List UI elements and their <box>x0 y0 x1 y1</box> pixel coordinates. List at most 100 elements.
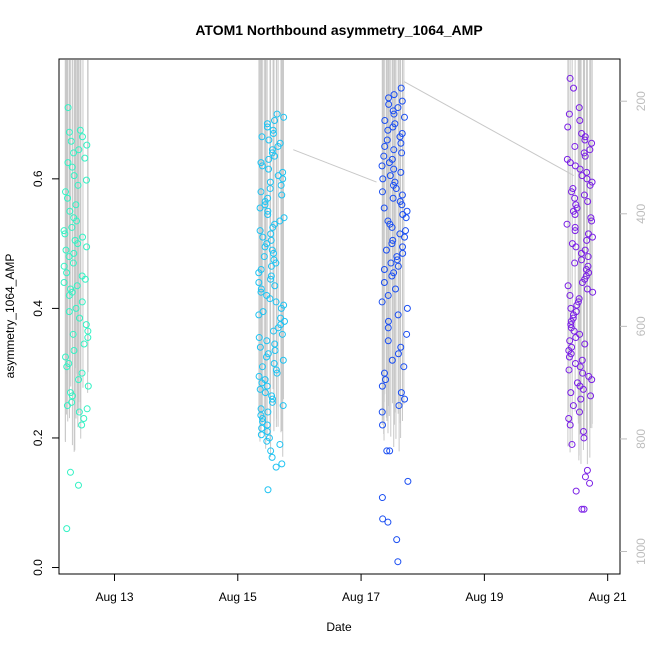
data-point <box>579 427 587 435</box>
right-tick-label: 200 <box>634 91 648 111</box>
data-point <box>256 227 264 235</box>
data-point <box>381 117 389 125</box>
data-point <box>580 505 588 513</box>
data-point <box>265 165 273 173</box>
data-point <box>380 204 388 212</box>
data-point <box>81 154 89 162</box>
data-point <box>60 227 68 235</box>
data-point <box>276 217 284 225</box>
data-point <box>68 223 76 231</box>
data-point <box>384 324 392 332</box>
data-point <box>580 434 588 442</box>
data-point <box>68 392 76 400</box>
data-point <box>586 479 594 487</box>
data-point <box>400 363 408 371</box>
data-point <box>394 311 402 319</box>
data-point <box>571 142 579 150</box>
data-point <box>584 198 592 206</box>
data-point <box>572 334 580 342</box>
data-point <box>257 159 265 167</box>
data-point <box>588 233 596 241</box>
data-point <box>397 389 405 397</box>
data-point <box>259 418 267 426</box>
data-point <box>397 84 405 92</box>
data-point <box>266 185 274 193</box>
x-axis-label: Date <box>326 620 352 634</box>
data-point <box>571 162 579 170</box>
data-point <box>583 175 591 183</box>
data-point <box>74 481 82 489</box>
data-point <box>403 304 411 312</box>
data-point <box>277 304 285 312</box>
data-point <box>78 369 86 377</box>
data-point <box>586 181 594 189</box>
data-point <box>587 392 595 400</box>
data-point <box>263 120 271 128</box>
data-point <box>271 347 279 355</box>
data-point <box>63 402 71 410</box>
data-point <box>257 285 265 293</box>
data-point <box>266 295 274 303</box>
data-point <box>378 298 386 306</box>
data-point <box>278 191 286 199</box>
data-point <box>271 152 279 160</box>
data-point <box>570 327 578 335</box>
data-point <box>60 262 68 270</box>
data-point <box>80 415 88 423</box>
data-point <box>83 243 91 251</box>
data-point <box>269 249 277 257</box>
data-point <box>398 149 406 157</box>
data-point <box>65 308 73 316</box>
right-tick-label: 600 <box>634 316 648 336</box>
data-point <box>563 220 571 228</box>
data-point <box>393 256 401 264</box>
data-point <box>386 172 394 180</box>
data-point <box>80 340 88 348</box>
data-point <box>273 369 281 377</box>
data-point <box>81 275 89 283</box>
data-point <box>255 334 263 342</box>
data-point <box>400 233 408 241</box>
data-point <box>261 389 269 397</box>
data-point <box>581 133 589 141</box>
data-point <box>69 259 77 267</box>
data-point <box>379 175 387 183</box>
data-point <box>582 272 590 280</box>
data-point <box>394 558 402 566</box>
data-point <box>268 453 276 461</box>
connector-line <box>403 81 575 177</box>
data-point <box>75 146 83 154</box>
data-point <box>279 402 287 410</box>
data-point <box>258 363 266 371</box>
data-point <box>386 447 394 455</box>
data-point <box>256 385 264 393</box>
data-point <box>383 447 391 455</box>
data-point <box>567 389 575 397</box>
data-point <box>78 421 86 429</box>
data-point <box>584 262 592 270</box>
data-point <box>565 366 573 374</box>
data-point <box>403 330 411 338</box>
data-point <box>566 421 574 429</box>
data-point <box>279 356 287 364</box>
data-point <box>274 324 282 332</box>
data-point <box>274 172 282 180</box>
data-point <box>390 165 398 173</box>
data-point <box>276 440 284 448</box>
y-tick-label: 0.2 <box>31 429 45 446</box>
data-point <box>387 259 395 267</box>
data-point <box>380 266 388 274</box>
data-point <box>70 172 78 180</box>
data-point <box>581 340 589 348</box>
data-point <box>256 204 264 212</box>
data-point <box>391 285 399 293</box>
data-point <box>390 91 398 99</box>
data-point <box>395 402 403 410</box>
data-point <box>571 227 579 235</box>
data-point <box>404 477 412 485</box>
data-point <box>255 311 263 319</box>
data-point <box>565 353 573 361</box>
data-point <box>385 100 393 108</box>
data-point <box>263 437 271 445</box>
data-point <box>571 359 579 367</box>
